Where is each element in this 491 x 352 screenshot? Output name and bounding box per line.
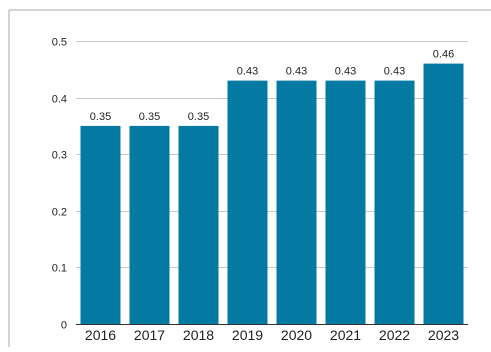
- x-axis-ticks: 2016 2017 2018 2019 2020 2021 2022 2023: [85, 327, 459, 343]
- x-tick-label: 2020: [281, 327, 312, 343]
- y-tick-label: 0.4: [52, 94, 67, 106]
- x-tick-label: 2016: [85, 327, 116, 343]
- bar: [227, 80, 268, 324]
- data-labels: 0.35 0.35 0.35 0.43 0.43 0.43 0.43 0.46: [90, 49, 454, 123]
- x-tick-label: 2021: [330, 327, 361, 343]
- bar: [129, 125, 170, 325]
- data-label: 0.43: [335, 66, 356, 78]
- chart-frame-lines: [8, 9, 491, 347]
- x-tick-label: 2017: [134, 327, 165, 343]
- y-tick-label: 0: [61, 320, 67, 332]
- x-tick-label: 2022: [379, 327, 410, 343]
- y-tick-label: 0.5: [52, 37, 67, 49]
- data-label: 0.43: [237, 66, 258, 78]
- x-tick-label: 2023: [428, 327, 459, 343]
- bars: [80, 63, 464, 325]
- data-label: 0.35: [188, 111, 209, 123]
- bar: [276, 80, 317, 324]
- y-tick-label: 0.1: [52, 263, 67, 275]
- bar: [325, 80, 366, 324]
- bar: [178, 125, 219, 325]
- data-label: 0.43: [286, 66, 307, 78]
- y-tick-label: 0.2: [52, 207, 67, 219]
- data-label: 0.35: [139, 111, 160, 123]
- y-tick-label: 0.3: [52, 150, 67, 162]
- bar: [374, 80, 415, 324]
- data-label: 0.35: [90, 111, 111, 123]
- x-tick-label: 2019: [232, 327, 263, 343]
- data-label: 0.46: [433, 49, 454, 61]
- bar: [423, 63, 464, 324]
- y-axis-ticks: 0 0.1 0.2 0.3 0.4 0.5: [52, 37, 67, 332]
- data-label: 0.43: [384, 66, 405, 78]
- x-tick-label: 2018: [183, 327, 214, 343]
- bar: [80, 125, 121, 325]
